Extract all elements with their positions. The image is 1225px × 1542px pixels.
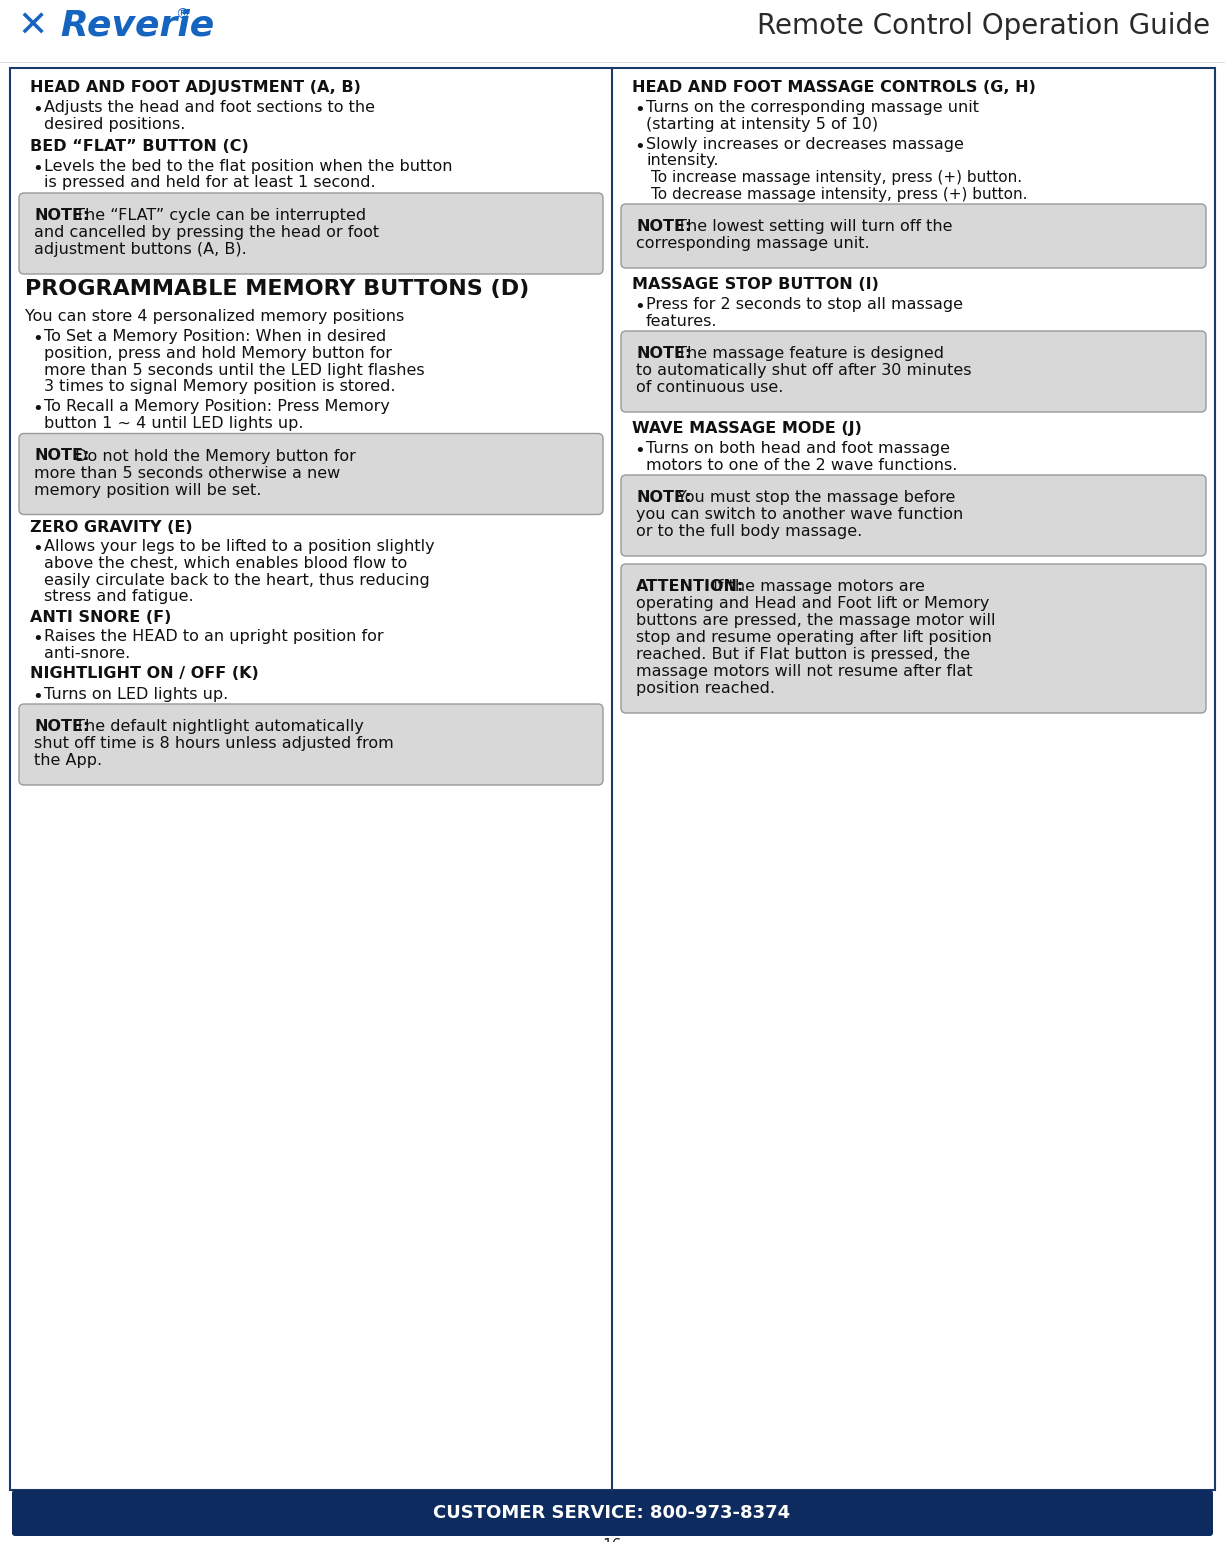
Text: intensity.: intensity.	[646, 154, 719, 168]
Text: more than 5 seconds otherwise a new: more than 5 seconds otherwise a new	[34, 466, 341, 481]
Text: NOTE:: NOTE:	[34, 208, 89, 224]
FancyBboxPatch shape	[10, 68, 1215, 1490]
Text: ATTENTION:: ATTENTION:	[636, 578, 745, 594]
Text: memory position will be set.: memory position will be set.	[34, 483, 261, 498]
Text: or to the full body massage.: or to the full body massage.	[636, 524, 862, 540]
Text: you can switch to another wave function: you can switch to another wave function	[636, 507, 963, 523]
Text: ANTI SNORE (F): ANTI SNORE (F)	[29, 609, 172, 625]
Text: is pressed and held for at least 1 second.: is pressed and held for at least 1 secon…	[44, 176, 376, 191]
Text: The “FLAT” cycle can be interrupted: The “FLAT” cycle can be interrupted	[70, 208, 366, 224]
Text: to automatically shut off after 30 minutes: to automatically shut off after 30 minut…	[636, 362, 971, 378]
Text: •: •	[32, 688, 43, 706]
Text: ®: ®	[175, 8, 189, 22]
Text: •: •	[635, 137, 644, 156]
Text: the App.: the App.	[34, 752, 102, 768]
Text: 16: 16	[603, 1537, 622, 1542]
Text: The lowest setting will turn off the: The lowest setting will turn off the	[673, 219, 953, 234]
Text: position, press and hold Memory button for: position, press and hold Memory button f…	[44, 345, 392, 361]
Text: NOTE:: NOTE:	[636, 219, 691, 234]
Text: HEAD AND FOOT ADJUSTMENT (A, B): HEAD AND FOOT ADJUSTMENT (A, B)	[29, 80, 361, 96]
Text: •: •	[635, 100, 644, 119]
FancyBboxPatch shape	[20, 705, 603, 785]
Text: adjustment buttons (A, B).: adjustment buttons (A, B).	[34, 242, 246, 258]
Text: Adjusts the head and foot sections to the: Adjusts the head and foot sections to th…	[44, 100, 375, 116]
Text: buttons are pressed, the massage motor will: buttons are pressed, the massage motor w…	[636, 614, 996, 628]
Text: PROGRAMMABLE MEMORY BUTTONS (D): PROGRAMMABLE MEMORY BUTTONS (D)	[24, 279, 529, 299]
Text: •: •	[32, 401, 43, 418]
Text: Allows your legs to be lifted to a position slightly: Allows your legs to be lifted to a posit…	[44, 540, 435, 555]
Text: HEAD AND FOOT MASSAGE CONTROLS (G, H): HEAD AND FOOT MASSAGE CONTROLS (G, H)	[632, 80, 1036, 96]
FancyBboxPatch shape	[20, 433, 603, 515]
Text: Press for 2 seconds to stop all massage: Press for 2 seconds to stop all massage	[646, 298, 963, 311]
Text: NOTE:: NOTE:	[34, 449, 89, 464]
Text: massage motors will not resume after flat: massage motors will not resume after fla…	[636, 665, 973, 678]
Text: NOTE:: NOTE:	[636, 490, 691, 504]
Text: stress and fatigue.: stress and fatigue.	[44, 589, 194, 604]
Text: Do not hold the Memory button for: Do not hold the Memory button for	[70, 449, 356, 464]
Text: Raises the HEAD to an upright position for: Raises the HEAD to an upright position f…	[44, 629, 383, 645]
Text: (starting at intensity 5 of 10): (starting at intensity 5 of 10)	[646, 117, 878, 131]
Text: To Recall a Memory Position: Press Memory: To Recall a Memory Position: Press Memor…	[44, 399, 390, 415]
Text: ✕ Reverie: ✕ Reverie	[18, 8, 214, 42]
Text: To decrease massage intensity, press (+) button.: To decrease massage intensity, press (+)…	[650, 187, 1028, 202]
Text: BED “FLAT” BUTTON (C): BED “FLAT” BUTTON (C)	[29, 139, 249, 154]
Text: Remote Control Operation Guide: Remote Control Operation Guide	[757, 12, 1210, 40]
Text: reached. But if Flat button is pressed, the: reached. But if Flat button is pressed, …	[636, 648, 970, 662]
Text: anti-snore.: anti-snore.	[44, 646, 130, 662]
Text: To Set a Memory Position: When in desired: To Set a Memory Position: When in desire…	[44, 330, 386, 344]
Text: and cancelled by pressing the head or foot: and cancelled by pressing the head or fo…	[34, 225, 379, 241]
Text: You can store 4 personalized memory positions: You can store 4 personalized memory posi…	[24, 308, 404, 324]
Text: 3 times to signal Memory position is stored.: 3 times to signal Memory position is sto…	[44, 379, 396, 395]
Text: The massage feature is designed: The massage feature is designed	[673, 345, 944, 361]
Text: features.: features.	[646, 313, 718, 328]
Text: stop and resume operating after lift position: stop and resume operating after lift pos…	[636, 631, 992, 645]
Text: Turns on both head and foot massage: Turns on both head and foot massage	[646, 441, 951, 456]
Text: •: •	[635, 298, 644, 316]
Text: Levels the bed to the flat position when the button: Levels the bed to the flat position when…	[44, 159, 452, 174]
Text: •: •	[32, 160, 43, 177]
Text: Slowly increases or decreases massage: Slowly increases or decreases massage	[646, 137, 964, 153]
FancyBboxPatch shape	[12, 1490, 1213, 1536]
Text: If the massage motors are: If the massage motors are	[708, 578, 925, 594]
Text: more than 5 seconds until the LED light flashes: more than 5 seconds until the LED light …	[44, 362, 425, 378]
Text: of continuous use.: of continuous use.	[636, 379, 783, 395]
Text: •: •	[32, 330, 43, 348]
Text: •: •	[635, 443, 644, 460]
Text: CUSTOMER SERVICE: 800-973-8374: CUSTOMER SERVICE: 800-973-8374	[434, 1503, 790, 1522]
FancyBboxPatch shape	[621, 475, 1205, 557]
Text: easily circulate back to the heart, thus reducing: easily circulate back to the heart, thus…	[44, 572, 430, 588]
Text: •: •	[32, 541, 43, 558]
Text: corresponding massage unit.: corresponding massage unit.	[636, 236, 870, 251]
Text: NOTE:: NOTE:	[34, 719, 89, 734]
Text: You must stop the massage before: You must stop the massage before	[673, 490, 956, 504]
Text: •: •	[32, 631, 43, 649]
FancyBboxPatch shape	[621, 332, 1205, 412]
FancyBboxPatch shape	[621, 564, 1205, 712]
FancyBboxPatch shape	[621, 204, 1205, 268]
Text: Turns on LED lights up.: Turns on LED lights up.	[44, 686, 228, 702]
Text: NOTE:: NOTE:	[636, 345, 691, 361]
Text: ZERO GRAVITY (E): ZERO GRAVITY (E)	[29, 520, 192, 535]
Text: above the chest, which enables blood flow to: above the chest, which enables blood flo…	[44, 557, 407, 571]
Text: position reached.: position reached.	[636, 682, 775, 695]
Text: NIGHTLIGHT ON / OFF (K): NIGHTLIGHT ON / OFF (K)	[29, 666, 258, 682]
Text: To increase massage intensity, press (+) button.: To increase massage intensity, press (+)…	[650, 170, 1022, 185]
Text: MASSAGE STOP BUTTON (I): MASSAGE STOP BUTTON (I)	[632, 278, 878, 291]
Text: •: •	[32, 100, 43, 119]
Text: The default nightlight automatically: The default nightlight automatically	[70, 719, 364, 734]
Text: button 1 ~ 4 until LED lights up.: button 1 ~ 4 until LED lights up.	[44, 416, 304, 432]
Text: Turns on the corresponding massage unit: Turns on the corresponding massage unit	[646, 100, 979, 116]
Text: shut off time is 8 hours unless adjusted from: shut off time is 8 hours unless adjusted…	[34, 736, 393, 751]
Text: desired positions.: desired positions.	[44, 117, 185, 131]
FancyBboxPatch shape	[20, 193, 603, 274]
Text: operating and Head and Foot lift or Memory: operating and Head and Foot lift or Memo…	[636, 597, 990, 611]
Text: motors to one of the 2 wave functions.: motors to one of the 2 wave functions.	[646, 458, 958, 472]
Text: WAVE MASSAGE MODE (J): WAVE MASSAGE MODE (J)	[632, 421, 862, 436]
